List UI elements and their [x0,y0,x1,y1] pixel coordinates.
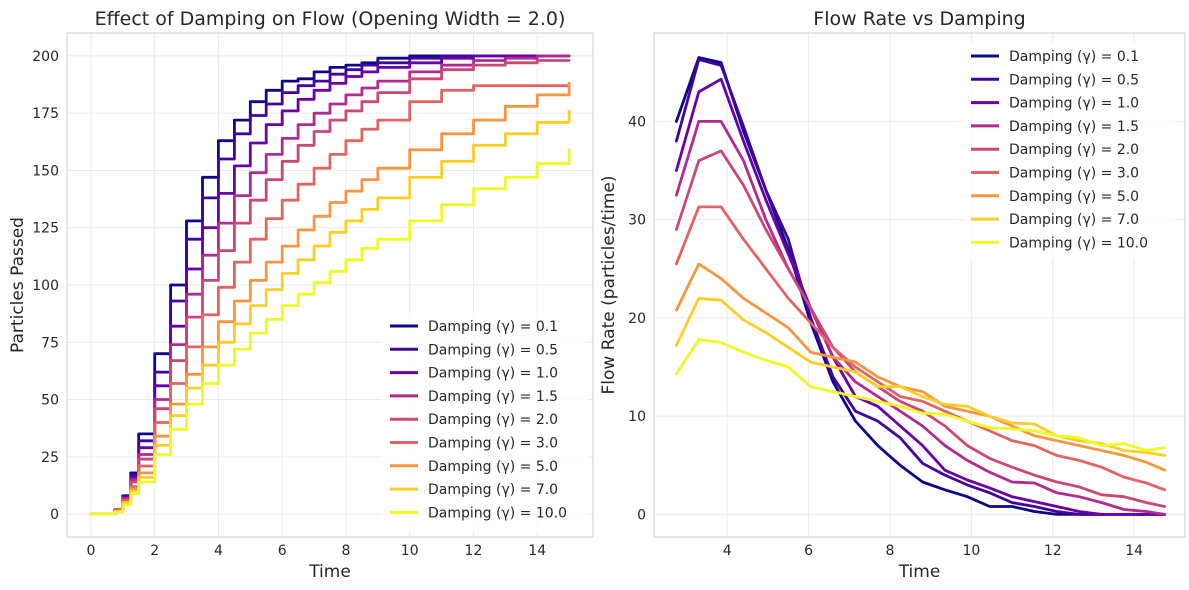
x-tick-label: 12 [1044,543,1062,559]
x-tick-label: 14 [1125,543,1143,559]
y-axis-label: Flow Rate (particles/time) [599,176,619,395]
x-tick-label: 6 [804,543,813,559]
x-tick-label: 10 [962,543,980,559]
legend-label: Damping (γ) = 0.5 [1009,72,1139,88]
x-tick-label: 4 [723,543,732,559]
x-axis-label: Time [898,562,941,582]
series-line-7 [675,262,1167,472]
y-tick-label: 50 [41,393,59,409]
x-tick-label: 10 [401,543,419,559]
legend-label: Damping (γ) = 7.0 [428,482,558,498]
x-tick-label: 14 [528,543,546,559]
legend-label: Damping (γ) = 0.1 [428,319,558,335]
x-tick-label: 6 [278,543,287,559]
legend-label: Damping (γ) = 0.1 [1009,49,1139,65]
chart-title: Effect of Damping on Flow (Opening Width… [95,8,566,30]
x-tick-label: 8 [341,543,350,559]
particles-passed-chart: 0 2 4 6 8 10 12 14 0 25 50 75 100 125 150 175 200 Effect … [8,8,594,582]
y-tick-label: 125 [32,221,59,237]
legend-label: Damping (γ) = 2.0 [428,412,558,428]
y-tick-label: 40 [628,114,646,130]
legend-label: Damping (γ) = 3.0 [428,436,558,452]
series-line-5 [675,149,1167,508]
legend-label: Damping (γ) = 10.0 [428,505,567,521]
legend-label: Damping (γ) = 5.0 [1009,189,1139,205]
series-line-3 [675,77,1167,516]
plot-frame [66,32,594,538]
series-line-1 [89,54,571,516]
legend-label: Damping (γ) = 2.0 [1009,142,1139,158]
y-tick-label: 200 [32,49,59,65]
y-tick-label: 75 [41,335,59,351]
legend-label: Damping (γ) = 7.0 [1009,212,1139,228]
legend-label: Damping (γ) = 3.0 [1009,166,1139,182]
y-axis-label: Particles Passed [8,217,28,353]
y-tick-label: 0 [50,507,59,523]
y-tick-label: 100 [32,278,59,294]
series-line-6 [675,205,1167,492]
y-tick-label: 175 [32,106,59,122]
x-tick-label: 4 [214,543,223,559]
y-tick-label: 0 [637,507,646,523]
y-tick-label: 30 [628,213,646,229]
x-tick-label: 0 [86,543,95,559]
x-tick-label: 12 [465,543,483,559]
legend-label: Damping (γ) = 5.0 [428,459,558,475]
flow-rate-chart: 4 6 8 10 12 14 0 10 20 30 40 Flow Rate vs Damping Ti… [599,8,1186,582]
y-tick-label: 25 [41,450,59,466]
series-line-9 [675,338,1167,452]
legend: Damping (γ) = 0.1 Damping (γ) = 0.5 Dampin… [382,313,588,531]
y-tick-label: 10 [628,409,646,425]
x-tick-label: 8 [886,543,895,559]
legend-label: Damping (γ) = 1.5 [428,389,558,405]
legend-label: Damping (γ) = 1.0 [1009,96,1139,112]
legend: Damping (γ) = 0.1 Damping (γ) = 0.5 Dampin… [963,43,1175,259]
legend-label: Damping (γ) = 1.0 [428,366,558,382]
y-tick-label: 150 [32,163,59,179]
legend-label: Damping (γ) = 0.5 [428,342,558,358]
legend-label: Damping (γ) = 1.5 [1009,119,1139,135]
series-line-8 [675,296,1167,457]
legend-label: Damping (γ) = 10.0 [1009,235,1148,251]
chart-title: Flow Rate vs Damping [813,8,1025,30]
plot-frame [653,32,1186,538]
series-line-9 [89,148,571,516]
x-axis-label: Time [308,562,351,582]
y-tick-label: 20 [628,311,646,327]
series-line-4 [675,120,1167,516]
x-tick-label: 2 [150,543,159,559]
series-line-2 [675,58,1167,516]
